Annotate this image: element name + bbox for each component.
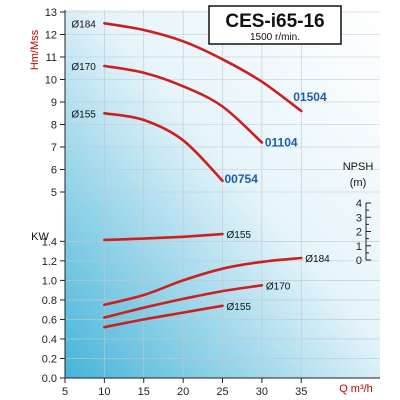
pump-model-label: 00754: [225, 172, 259, 186]
power-curve: [103, 284, 264, 319]
head-tick-label: 5: [51, 187, 57, 199]
head-tick-label: 10: [45, 75, 57, 87]
chart-subtitle: 1500 r/min.: [250, 32, 300, 43]
npsh-tick-label: 2: [356, 227, 362, 239]
power-tick-label: 0.6: [42, 314, 57, 326]
head-tick-label: 11: [46, 52, 57, 64]
head-curve-diameter-label: Ø184: [71, 19, 96, 30]
power-tick-label: 1.2: [42, 256, 57, 268]
head-tick-labels: 5 6 7 8 9 10 11 12 13: [45, 7, 65, 199]
npsh-axis-label: NPSH: [343, 161, 374, 173]
power-curve-diameter-label: Ø170: [266, 281, 291, 292]
power-curve: [103, 256, 303, 307]
head-axis-label: Hm/Mss: [29, 29, 41, 70]
npsh-curve-diameter-label: Ø155: [227, 230, 252, 241]
head-tick-label: 13: [45, 7, 57, 19]
x-tick-label: 15: [138, 386, 150, 398]
x-tick-labels: 5 10 15 20 25 30 35: [62, 378, 307, 398]
chart-title: CES-i65-16: [225, 11, 324, 32]
title-box: [208, 5, 342, 45]
x-tick-label: 20: [177, 386, 189, 398]
npsh-curve: [103, 232, 224, 242]
x-tick-label: 10: [98, 386, 110, 398]
x-tick-label: 30: [256, 386, 268, 398]
head-tick-label: 6: [51, 165, 57, 177]
head-curve: [103, 112, 224, 183]
power-tick-labels: 0.0 0.2 0.4 0.6 0.8 1.0 1.2 1.4: [42, 236, 65, 385]
head-curve: [103, 22, 303, 113]
power-tick-label: 0.2: [42, 353, 57, 365]
power-curve: [103, 304, 224, 329]
head-tick-label: 12: [45, 30, 57, 42]
power-tick-label: 0.0: [42, 373, 57, 385]
head-curve-diameter-label: Ø170: [71, 62, 96, 73]
npsh-axis-unit: (m): [350, 177, 367, 189]
curves: [103, 22, 303, 329]
head-curve-diameter-label: Ø155: [71, 109, 96, 120]
power-tick-label: 0.4: [42, 334, 57, 346]
head-curve: [103, 64, 264, 144]
npsh-tick-label: 0: [356, 255, 362, 267]
x-tick-label: 35: [295, 386, 307, 398]
x-tick-label: 25: [216, 386, 228, 398]
npsh-tick-label: 3: [356, 212, 362, 224]
curve-labels: Ø184 01504 Ø170 01104 Ø155 00754 Ø184 Ø170 Ø155 Ø…: [71, 19, 330, 313]
npsh-tick-label: 4: [356, 198, 362, 210]
power-axis-label: KW: [31, 231, 49, 243]
pump-model-label: 01504: [293, 90, 327, 104]
head-tick-label: 7: [51, 142, 57, 154]
x-tick-label: 5: [62, 386, 68, 398]
x-axis-label: Q m³/h: [339, 383, 373, 395]
npsh-tick-label: 1: [356, 241, 362, 253]
power-tick-label: 1.0: [42, 275, 57, 287]
power-tick-label: 0.8: [42, 295, 57, 307]
pump-model-label: 01104: [265, 136, 298, 150]
power-curve-diameter-label: Ø155: [227, 302, 252, 313]
power-curve-diameter-label: Ø184: [305, 254, 330, 265]
head-tick-label: 8: [51, 120, 57, 132]
power-tick-label: 1.4: [42, 236, 57, 248]
npsh-axis: 0 1 2 3 4 NPSH (m): [343, 161, 374, 267]
head-tick-label: 9: [51, 97, 57, 109]
